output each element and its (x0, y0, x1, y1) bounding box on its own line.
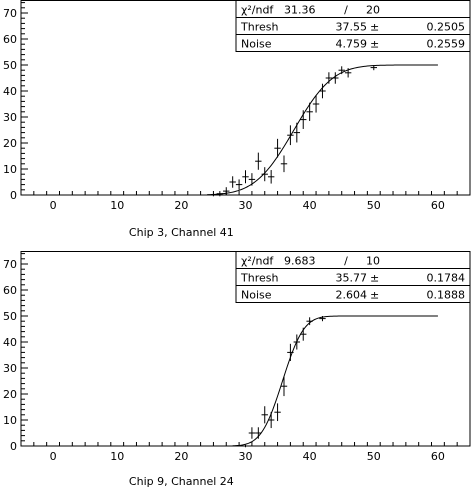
stats-row-value: 37.55 (336, 21, 368, 34)
data-point (325, 72, 333, 84)
data-point (312, 95, 320, 113)
y-tick-label: 10 (3, 163, 17, 176)
data-point (300, 110, 307, 129)
stats-row-value: 35.77 (336, 272, 368, 285)
data-point (255, 152, 262, 170)
x-tick-label: 10 (110, 199, 124, 212)
stats-row-value: 2.604 (336, 289, 368, 302)
data-point (274, 403, 281, 422)
fit-curve (232, 315, 438, 447)
chart-panel-2: 0 10 20 30 40 50 60 0 10 20 30 40 50 60 70 χ²/ndf 9.683 /… (3, 251, 471, 488)
plus-minus-sign: ± (370, 289, 379, 302)
y-tick-label: 30 (3, 362, 17, 375)
x-tick-label: 30 (239, 199, 253, 212)
stats-row-error: 0.2559 (427, 38, 466, 51)
y-tick-label: 50 (3, 59, 17, 72)
data-point (229, 176, 236, 188)
data-point (319, 83, 326, 99)
x-tick-label: 40 (303, 199, 317, 212)
ndf-value: 20 (366, 4, 380, 17)
x-tick-label: 10 (110, 450, 124, 463)
chi2-separator: / (344, 4, 348, 17)
data-point (344, 68, 352, 78)
data-point (306, 317, 313, 326)
x-tick-label: 0 (50, 450, 57, 463)
y-tick-label: 70 (3, 258, 17, 271)
stats-box: χ²/ndf 9.683 / 10 Thresh 35.77 ±0.1784 Noise 2.6… (235, 251, 471, 303)
data-point (242, 170, 249, 184)
data-point (306, 102, 313, 121)
stats-row-error: 0.2505 (427, 21, 466, 34)
y-tick-label: 60 (3, 33, 17, 46)
data-point (280, 155, 288, 173)
data-point (248, 427, 256, 439)
stats-box: χ²/ndf 31.36 / 20 Thresh 37.55 ±0.2505 Noise 4.7… (235, 0, 471, 52)
data-point (248, 173, 256, 186)
data-point (370, 65, 377, 71)
x-tick-label: 60 (431, 450, 445, 463)
plus-minus-sign: ± (370, 272, 379, 285)
x-tick-label: 0 (50, 199, 57, 212)
data-point (300, 327, 307, 341)
data-point (261, 167, 268, 182)
y-tick-label: 20 (3, 388, 17, 401)
y-tick-label: 40 (3, 85, 17, 98)
data-point (267, 411, 275, 429)
stats-row-value: 4.759 (336, 38, 368, 51)
data-point (319, 316, 326, 322)
chart-panel-1: 0 10 20 30 40 50 60 0 10 20 30 40 50 60 70 χ²/ndf 31.36 /… (3, 0, 471, 239)
stats-box-frame (235, 0, 471, 52)
chi2-label: χ²/ndf (241, 255, 274, 268)
data-point (287, 343, 294, 361)
y-tick-label: 70 (3, 7, 17, 20)
data-point (216, 191, 224, 197)
stats-row-label: Noise (241, 38, 272, 51)
data-point (274, 138, 281, 158)
data-point (223, 187, 230, 195)
y-tick-label: 10 (3, 414, 17, 427)
stats-box-frame (235, 251, 471, 303)
y-tick-label: 60 (3, 284, 17, 297)
x-tick-label: 40 (303, 450, 317, 463)
ndf-value: 10 (366, 255, 380, 268)
data-point (267, 170, 275, 184)
data-point (338, 66, 345, 75)
x-tick-label: 50 (367, 450, 381, 463)
chart-title: Chip 3, Channel 41 (129, 226, 234, 239)
chi2-value: 31.36 (284, 4, 316, 17)
x-tick-label: 20 (174, 450, 188, 463)
stats-row-label: Noise (241, 289, 272, 302)
data-point (293, 122, 301, 143)
y-tick-label: 20 (3, 137, 17, 150)
stats-row-error: 0.1784 (427, 272, 466, 285)
stats-row-label: Thresh (240, 272, 278, 285)
y-tick-label: 30 (3, 111, 17, 124)
chart-title: Chip 9, Channel 24 (129, 475, 234, 488)
data-point (287, 125, 294, 146)
plus-minus-sign: ± (370, 38, 379, 51)
data-point (293, 334, 301, 350)
y-tick-label: 0 (10, 189, 17, 202)
data-point (210, 193, 217, 197)
data-point (235, 179, 243, 190)
stats-row-error: 0.1888 (427, 289, 466, 302)
data-point (280, 376, 288, 397)
data-point (261, 406, 268, 424)
chi2-value: 9.683 (284, 255, 316, 268)
x-tick-label: 50 (367, 199, 381, 212)
y-tick-label: 40 (3, 336, 17, 349)
data-point (242, 444, 249, 448)
x-tick-label: 60 (431, 199, 445, 212)
chi2-separator: / (344, 255, 348, 268)
stats-row-label: Thresh (240, 21, 278, 34)
chi2-label: χ²/ndf (241, 4, 274, 17)
y-tick-label: 50 (3, 310, 17, 323)
data-point (332, 72, 339, 84)
data-point (255, 427, 262, 439)
y-tick-label: 0 (10, 440, 17, 453)
x-tick-label: 20 (174, 199, 188, 212)
plus-minus-sign: ± (370, 21, 379, 34)
x-tick-label: 30 (239, 450, 253, 463)
